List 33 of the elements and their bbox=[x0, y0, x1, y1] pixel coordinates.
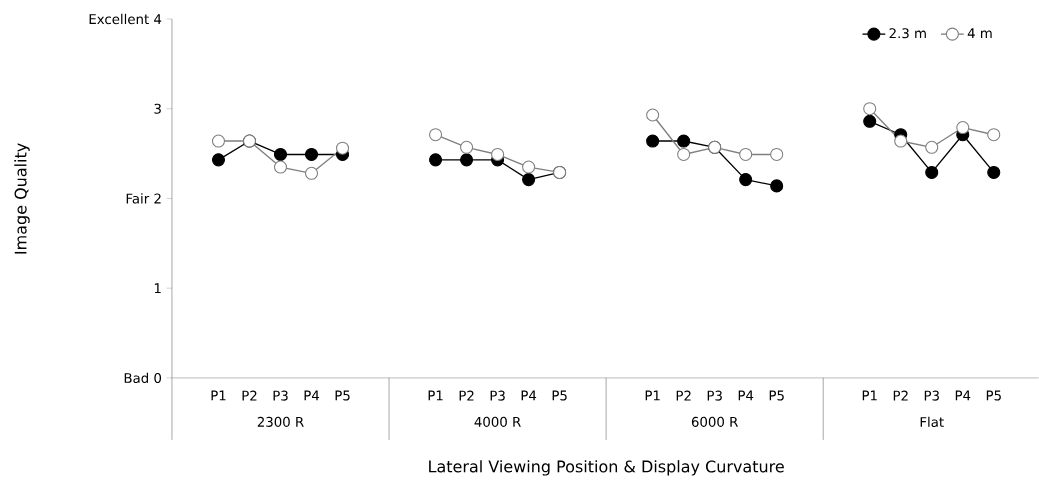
legend-label: 4 m bbox=[967, 28, 992, 39]
y-axis-title: Image Quality bbox=[14, 143, 30, 254]
x-tick-label: P2 bbox=[459, 390, 474, 401]
x-tick-label: P3 bbox=[273, 390, 288, 401]
y-tick-label: Excellent 4 bbox=[89, 13, 162, 25]
text: Flat bbox=[920, 416, 944, 428]
x-tick-label: P2 bbox=[676, 390, 691, 401]
x-tick-label: P5 bbox=[552, 390, 567, 401]
x-tick-label: P5 bbox=[986, 390, 1001, 401]
x-tick-label: P2 bbox=[242, 390, 257, 401]
y-tick-label: Fair 2 bbox=[126, 193, 161, 204]
x-tick-label: P5 bbox=[335, 390, 350, 401]
x-axis-title: Lateral Viewing Position & Display Curvature bbox=[429, 460, 784, 476]
x-tick-label: P1 bbox=[211, 390, 226, 401]
text: 4000 R bbox=[474, 416, 521, 427]
x-tick-label: P1 bbox=[645, 390, 660, 401]
x-tick-label: P4 bbox=[304, 390, 320, 401]
x-tick-label: P5 bbox=[769, 390, 784, 401]
x-tick-label: P4 bbox=[738, 390, 754, 401]
x-tick-label: P4 bbox=[955, 390, 971, 401]
x-tick-label: P1 bbox=[862, 390, 877, 401]
text: 6000 R bbox=[691, 416, 738, 427]
x-tick-label: P2 bbox=[893, 390, 908, 401]
y-tick-label: Bad 0 bbox=[124, 372, 162, 384]
x-tick-label: P3 bbox=[924, 390, 939, 401]
text: 2300 R bbox=[257, 416, 304, 427]
legend-label: 2.3 m bbox=[889, 28, 926, 39]
y-tick-label: 3 bbox=[154, 103, 161, 114]
x-tick-label: P1 bbox=[428, 390, 443, 401]
y-tick-label: 1 bbox=[154, 283, 161, 294]
x-tick-label: P4 bbox=[521, 390, 537, 401]
x-tick-label: P3 bbox=[707, 390, 722, 401]
x-tick-label: P3 bbox=[490, 390, 505, 401]
